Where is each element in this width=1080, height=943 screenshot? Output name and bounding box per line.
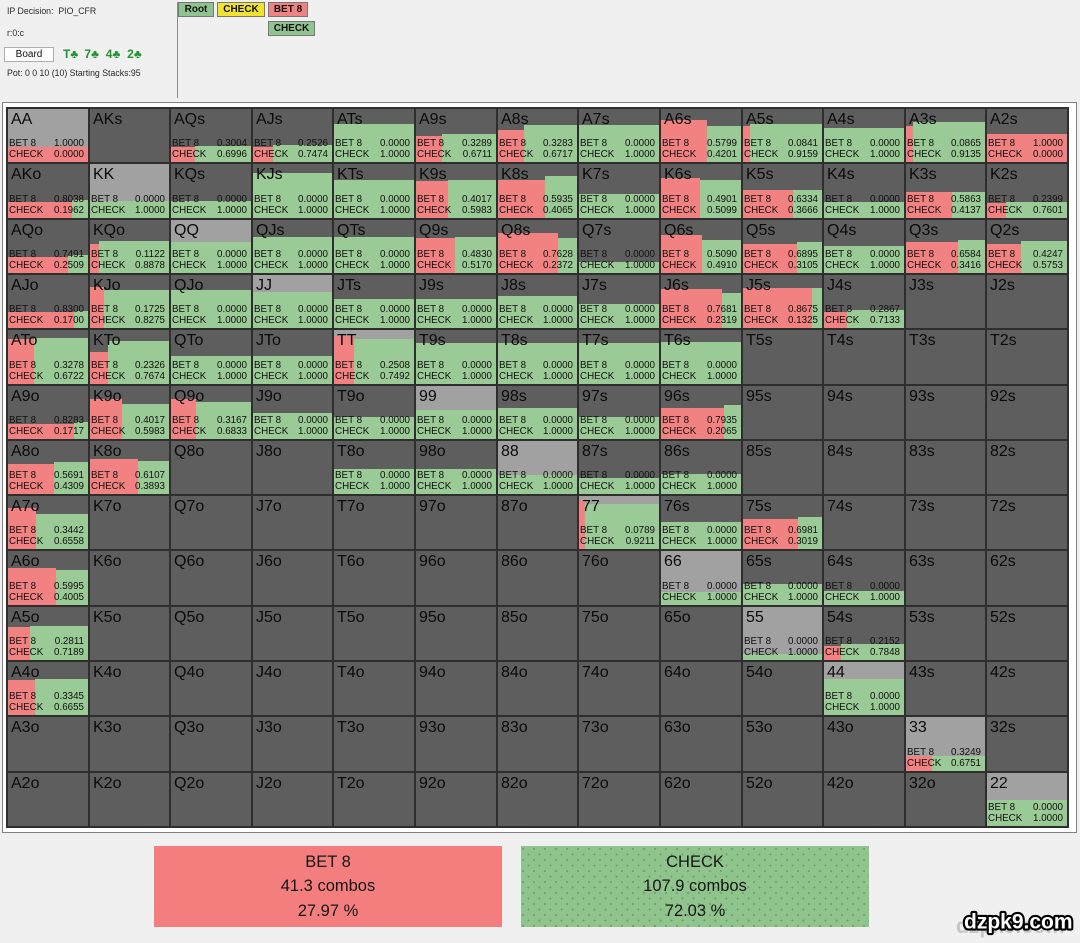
svg-text:dzpk9.com: dzpk9.com (964, 910, 1073, 933)
svg-text:dzpk9.com: dzpk9.com (956, 915, 1065, 938)
